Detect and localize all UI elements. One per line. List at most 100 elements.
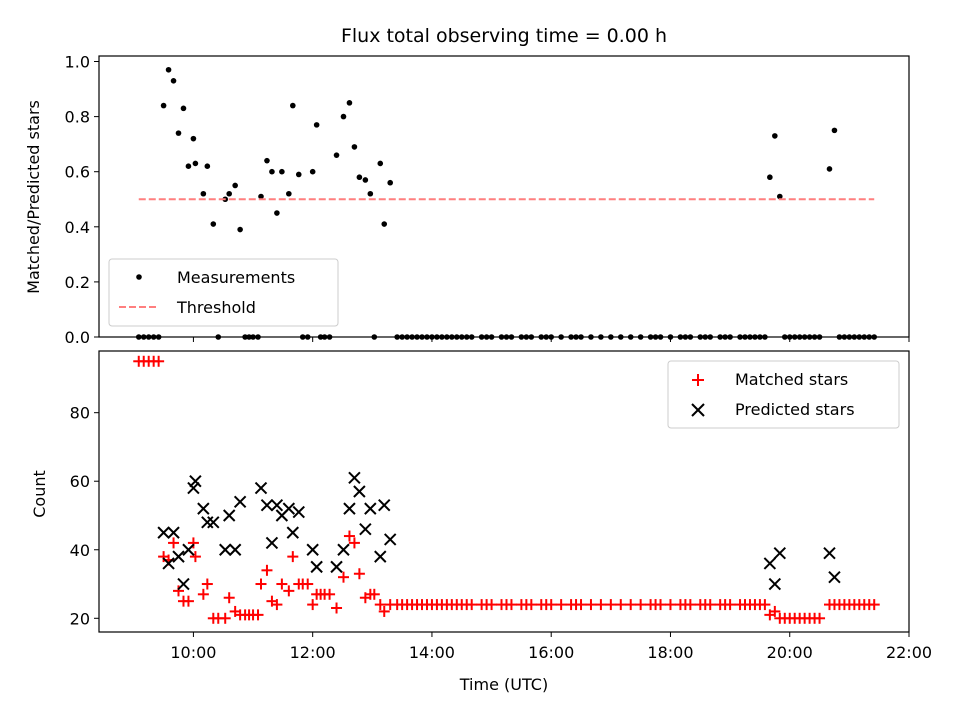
measurement-point: [826, 166, 833, 172]
legend-matched-marker: [692, 374, 704, 386]
matched-stars-point: [201, 578, 213, 590]
matched-stars-point: [684, 599, 696, 611]
matched-stars-point: [545, 599, 557, 611]
x-tick-label: 22:00: [886, 643, 932, 662]
predicted-stars-point: [207, 516, 220, 529]
measurement-point: [204, 163, 211, 169]
matched-stars-point: [605, 599, 617, 611]
top-plot: 0.0 0.2 0.4 0.6 0.8 1.0 Matched/Predicted sta…: [24, 53, 910, 347]
matched-stars-point: [324, 588, 336, 600]
matched-stars-point: [525, 599, 537, 611]
predicted-stars-point: [348, 471, 361, 484]
predicted-stars-point: [189, 475, 202, 488]
measurement-point: [295, 171, 302, 178]
predicted-stars-point: [167, 526, 180, 539]
bottom-y-ticks: 20 40 60 80: [70, 404, 99, 628]
matched-stars-point: [466, 599, 478, 611]
measurement-point: [170, 77, 177, 84]
matched-stars-point: [283, 585, 295, 597]
matched-stars-point: [615, 599, 627, 611]
predicted-stars-point: [364, 502, 377, 515]
measurement-point: [210, 221, 217, 227]
predicted-stars-point: [310, 560, 323, 574]
measurement-point: [356, 174, 363, 181]
measurement-point: [313, 122, 320, 128]
matched-stars-point: [219, 612, 231, 624]
measurement-point: [367, 190, 374, 197]
matched-stars-point: [505, 599, 517, 611]
measurement-point: [237, 226, 243, 233]
measurement-point: [264, 157, 270, 164]
predicted-stars-point: [337, 543, 350, 556]
matched-stars-point: [255, 578, 267, 590]
matched-stars-point: [585, 599, 597, 611]
matched-stars-point: [331, 602, 343, 614]
predicted-stars-point: [359, 522, 372, 536]
bottom-x-ticks: 10:00 12:00 14:00 16:00 18:00 20:00 22:00: [170, 632, 932, 662]
predicted-stars-point: [182, 543, 195, 556]
x-axis-label: Time (UTC): [459, 675, 548, 694]
legend-matched-label: Matched stars: [735, 370, 848, 389]
matched-stars-point: [252, 609, 264, 621]
x-tick-label: 20:00: [767, 643, 813, 662]
matched-stars-point: [486, 599, 498, 611]
matched-stars-point: [759, 599, 771, 611]
measurement-point: [192, 160, 199, 167]
top-y-tick-label: 0.0: [65, 328, 90, 347]
bottom-marks: [133, 355, 880, 624]
predicted-stars-point: [768, 577, 782, 591]
predicted-stars-point: [222, 509, 236, 522]
legend-measurements-label: Measurements: [177, 268, 295, 287]
measurement-point: [185, 163, 192, 169]
predicted-stars-point: [823, 546, 836, 560]
bottom-y-tick-label: 20: [70, 609, 90, 628]
measurement-point: [290, 102, 296, 109]
predicted-stars-point: [270, 499, 284, 512]
measurement-point: [160, 102, 167, 109]
predicted-stars-point: [353, 485, 366, 498]
bottom-y-axis-label: Count: [30, 470, 49, 518]
predicted-stars-point: [374, 550, 387, 563]
matched-stars-point: [276, 578, 288, 590]
top-y-ticks: 0.0 0.2 0.4 0.6 0.8 1.0: [65, 53, 99, 347]
top-y-tick-label: 1.0: [65, 53, 90, 72]
matched-stars-point: [814, 612, 826, 624]
top-y-tick-label: 0.2: [65, 273, 90, 292]
matched-stars-point: [168, 537, 180, 549]
measurement-point: [831, 127, 838, 134]
predicted-stars-point: [177, 577, 190, 591]
matched-stars-point: [343, 530, 355, 542]
matched-stars-point: [153, 355, 165, 367]
measurement-point: [333, 152, 340, 158]
bottom-axes-frame: [98, 350, 910, 633]
matched-stars-point: [182, 595, 194, 607]
measurement-point: [274, 210, 280, 216]
x-tick-label: 10:00: [170, 643, 216, 662]
top-title: Flux total observing time = 0.00 h: [341, 25, 667, 47]
matched-stars-point: [368, 588, 380, 600]
measurement-point: [309, 168, 316, 175]
legend-predicted-label: Predicted stars: [735, 400, 855, 419]
top-legend: Measurements Threshold: [108, 258, 339, 327]
predicted-stars-point: [773, 546, 787, 560]
matched-stars-point: [724, 599, 736, 611]
matched-stars-point: [635, 599, 647, 611]
x-tick-label: 16:00: [528, 643, 574, 662]
matched-stars-point: [769, 605, 781, 617]
predicted-stars-point: [162, 557, 175, 570]
matched-stars-point: [555, 599, 567, 611]
matched-stars-point: [287, 551, 299, 563]
measurement-point: [232, 182, 238, 189]
predicted-stars-point: [292, 505, 305, 519]
matched-stars-point: [223, 592, 235, 604]
matched-stars-point: [307, 599, 319, 611]
predicted-stars-point: [330, 560, 343, 574]
matched-stars-point: [187, 537, 199, 549]
measurement-point: [346, 100, 353, 106]
measurement-point: [362, 177, 369, 183]
matched-stars-point: [378, 605, 390, 617]
matched-stars-point: [595, 599, 607, 611]
matched-stars-point: [704, 599, 716, 611]
top-y-tick-label: 0.4: [65, 218, 90, 237]
